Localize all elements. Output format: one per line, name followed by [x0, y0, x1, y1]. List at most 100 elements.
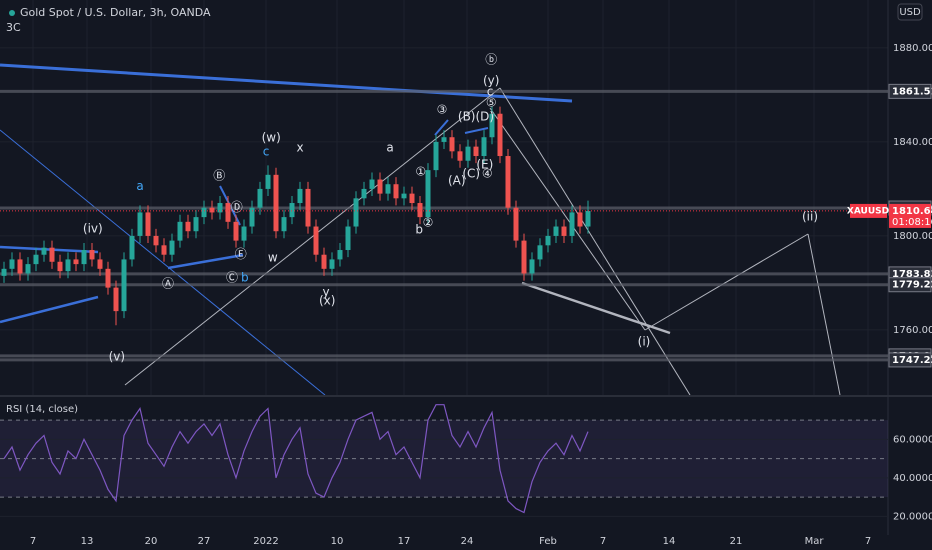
candle-body	[329, 259, 335, 269]
candle-body	[241, 226, 247, 241]
candle-body	[369, 179, 375, 189]
candle-body	[457, 151, 463, 161]
candle-body	[201, 207, 207, 218]
candle-body	[321, 254, 327, 269]
x-tick-label: 7	[600, 536, 606, 547]
x-tick-label: 13	[81, 536, 94, 547]
trend-line	[434, 119, 449, 136]
last-price-label: 1810.640	[892, 206, 932, 217]
wave-label: Ⓑ	[213, 168, 225, 182]
x-tick-label: 17	[398, 536, 411, 547]
candle-body	[57, 261, 63, 272]
wave-label: (i)	[638, 334, 651, 348]
x-tick-label: 21	[730, 536, 743, 547]
candle-body	[521, 240, 527, 274]
currency-button[interactable]	[897, 3, 923, 21]
x-tick-label: 27	[198, 536, 211, 547]
level-label: 1747.227	[892, 355, 932, 366]
candle-body	[529, 259, 535, 274]
wave-label: ①	[415, 165, 426, 179]
x-tick-label: 14	[663, 536, 676, 547]
candle-body	[417, 203, 423, 218]
wave-label: Ⓓ	[231, 200, 243, 214]
candle-body	[129, 235, 135, 260]
wave-label: y	[322, 285, 329, 299]
wave-label: ⑤	[486, 95, 497, 109]
wave-label: (iv)	[83, 221, 103, 235]
candle-body	[569, 212, 575, 236]
wave-label: (A)	[448, 173, 466, 187]
level-tag	[888, 83, 932, 99]
candle-body	[465, 146, 471, 161]
wave-label: Ⓐ	[162, 276, 174, 290]
x-tick-label: 10	[331, 536, 344, 547]
candle-body	[353, 198, 359, 227]
wave-line	[521, 281, 671, 335]
candle-body	[161, 245, 167, 255]
wave-label: (E)	[476, 157, 493, 171]
wave-label: a	[386, 141, 393, 155]
candle-body	[169, 240, 175, 255]
last-price-tag	[889, 203, 931, 228]
candle-body	[257, 188, 263, 208]
candle-body	[449, 137, 455, 152]
wave-label: ④	[482, 166, 493, 180]
candle-body	[481, 137, 487, 157]
candle-body	[1, 268, 7, 276]
candle-body	[81, 250, 87, 265]
wave-label: b	[241, 271, 249, 285]
wave-line	[807, 233, 841, 395]
symbol-label: XAUUSD	[847, 206, 889, 216]
wave-label: c	[487, 84, 494, 98]
candle-body	[553, 226, 559, 236]
wave-line	[644, 233, 809, 331]
chart-subtitle: 3C	[6, 21, 21, 34]
candle-body	[185, 221, 191, 232]
wave-label: ③	[437, 102, 448, 116]
trend-line	[0, 295, 99, 324]
trend-line	[167, 253, 244, 270]
countdown-label: 01:08:16	[892, 217, 932, 228]
x-tick-label: 24	[461, 536, 474, 547]
x-tick-label: Feb	[539, 536, 557, 547]
candle-body	[513, 207, 519, 241]
candle-body	[537, 245, 543, 260]
wave-label: a	[136, 179, 143, 193]
candle-body	[361, 188, 367, 199]
wave-line	[124, 87, 501, 386]
y-tick-label: 1840.000	[893, 137, 932, 148]
candle-body	[121, 259, 127, 312]
candle-body	[409, 193, 415, 204]
candle-body	[473, 146, 479, 157]
y-tick-label: 60.00000	[893, 434, 932, 445]
y-tick-label: 20.00000	[893, 511, 932, 522]
candle-body	[433, 141, 439, 171]
candle-body	[441, 137, 447, 142]
wave-label: ②	[423, 215, 434, 229]
candle-body	[49, 247, 55, 262]
candle-body	[393, 184, 399, 199]
candle-body	[17, 259, 23, 274]
candle-body	[297, 188, 303, 204]
candle-body	[585, 210, 591, 227]
wave-label: (y)	[483, 73, 499, 87]
currency-label[interactable]: USD	[899, 7, 921, 18]
candle-body	[545, 235, 551, 246]
wave-label: (v)	[109, 349, 125, 363]
candle-body	[9, 259, 15, 269]
wave-label: (w)	[262, 130, 281, 144]
x-tick-label: Mar	[805, 536, 825, 547]
candle-body	[25, 264, 31, 274]
candle-body	[497, 113, 503, 157]
rsi-title: RSI (14, close)	[6, 404, 78, 415]
rsi-line	[3, 404, 589, 514]
candle-body	[217, 203, 223, 213]
wave-label: Ⓔ	[235, 247, 247, 261]
candle-body	[209, 207, 215, 213]
candle-body	[193, 217, 199, 232]
candle-body	[265, 174, 271, 189]
wave-line	[499, 87, 691, 395]
candle-body	[105, 268, 111, 288]
